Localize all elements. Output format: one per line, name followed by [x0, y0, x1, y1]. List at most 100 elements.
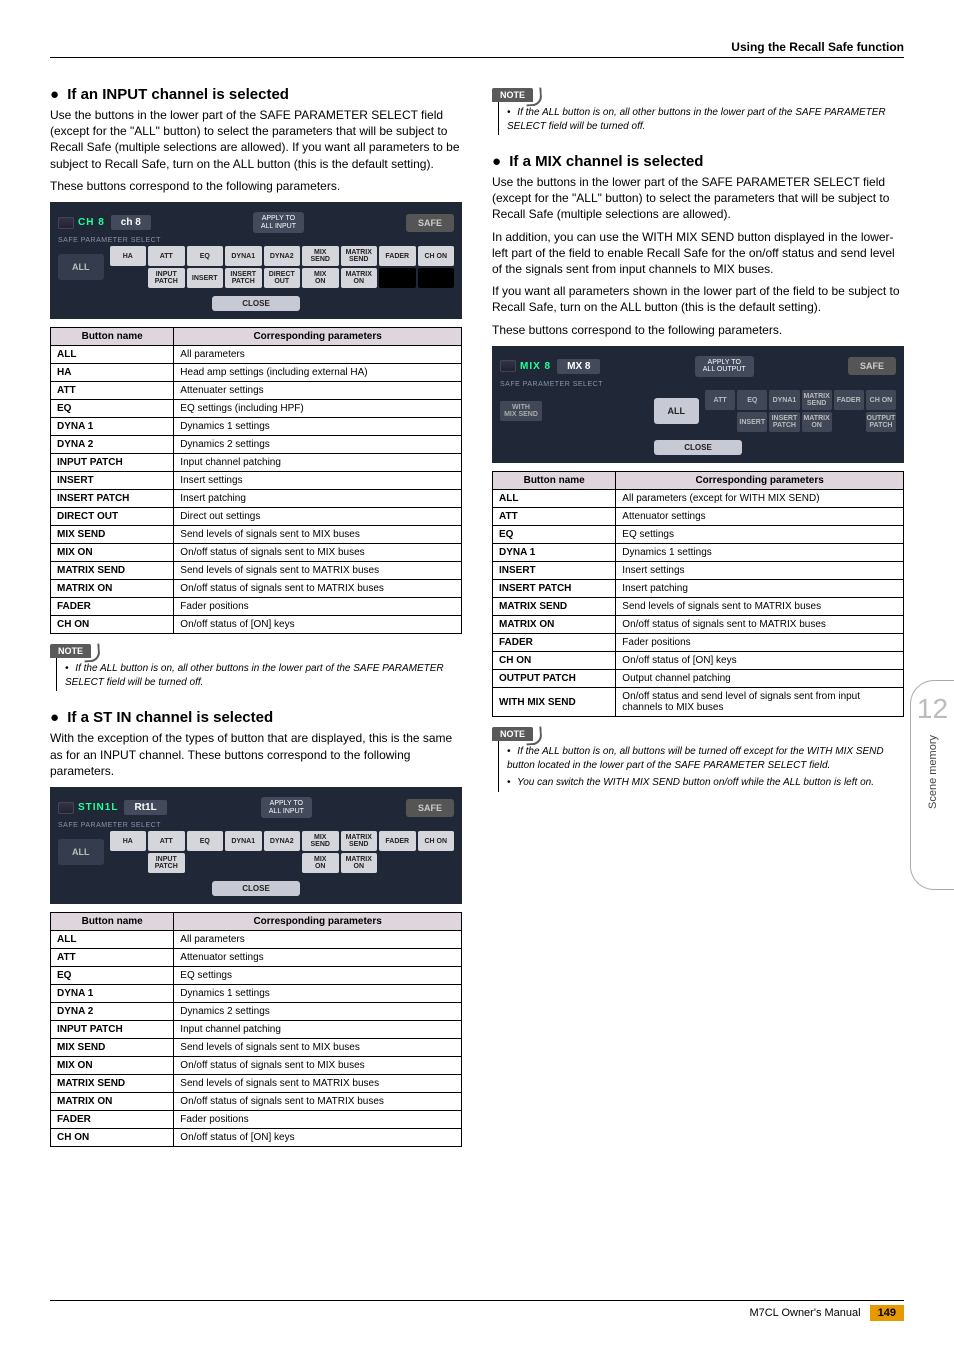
table-cell: INPUT PATCH [51, 454, 174, 472]
apply-to-all-input-button[interactable]: APPLY TO ALL INPUT [253, 212, 304, 233]
table-row: MATRIX ONOn/off status of signals sent t… [51, 580, 462, 598]
heading-mix: ● If a MIX channel is selected [492, 153, 904, 170]
param-button-dyna2[interactable]: DYNA2 [264, 831, 301, 851]
mix-para1: Use the buttons in the lower part of the… [492, 174, 904, 223]
table-cell: MIX SEND [51, 526, 174, 544]
bullet-icon: ● [492, 153, 501, 170]
table-cell: FADER [493, 634, 616, 652]
table-cell: INPUT PATCH [51, 1021, 174, 1039]
param-button-dyna1[interactable]: DYNA1 [769, 390, 799, 410]
table-cell: Send levels of signals sent to MATRIX bu… [174, 1075, 462, 1093]
with-mix-send-button[interactable]: WITH MIX SEND [500, 401, 542, 421]
param-button-empty [264, 853, 301, 873]
close-button[interactable]: CLOSE [654, 440, 742, 455]
panel-mix-chan: MIX 8 [500, 360, 551, 372]
param-button-fader[interactable]: FADER [379, 246, 416, 266]
param-button-insert-patch[interactable]: INSERT PATCH [769, 412, 799, 432]
param-button-ch-on[interactable]: CH ON [866, 390, 896, 410]
th-button-name: Button name [493, 472, 616, 490]
note-tag: NOTE [492, 727, 533, 741]
th-corresponding: Corresponding parameters [174, 328, 462, 346]
panel-stin-chan-text: STIN1L [78, 802, 118, 813]
table-stin: Button name Corresponding parameters ALL… [50, 912, 462, 1147]
param-button-ch-on[interactable]: CH ON [418, 246, 455, 266]
table-cell: On/off status of [ON] keys [174, 616, 462, 634]
table-input: Button name Corresponding parameters ALL… [50, 327, 462, 634]
table-row: DYNA 1Dynamics 1 settings [51, 985, 462, 1003]
param-button-matrix-send[interactable]: MATRIX SEND [341, 831, 378, 851]
bullet-icon: • [65, 663, 69, 674]
param-button-eq[interactable]: EQ [187, 831, 224, 851]
table-cell: ALL [51, 346, 174, 364]
note-input-body: • If the ALL button is on, all other but… [56, 658, 462, 691]
all-button[interactable]: ALL [654, 398, 700, 424]
param-button-direct-out[interactable]: DIRECT OUT [264, 268, 301, 288]
heading-input-text: If an INPUT channel is selected [67, 86, 289, 103]
table-cell: EQ settings [616, 526, 904, 544]
all-button[interactable]: ALL [58, 839, 104, 865]
param-button-eq[interactable]: EQ [187, 246, 224, 266]
note-mix: NOTE • If the ALL button is on, all butt… [492, 727, 904, 792]
all-button[interactable]: ALL [58, 254, 104, 280]
param-button-fader[interactable]: FADER [379, 831, 416, 851]
table-cell: CH ON [493, 652, 616, 670]
param-button-mix-on[interactable]: MIX ON [302, 853, 339, 873]
safe-button[interactable]: SAFE [848, 357, 896, 375]
th-button-name: Button name [51, 328, 174, 346]
param-button-mix-on[interactable]: MIX ON [302, 268, 339, 288]
param-button-matrix-send[interactable]: MATRIX SEND [802, 390, 832, 410]
table-cell: HA [51, 364, 174, 382]
right-column: NOTE • If the ALL button is on, all othe… [492, 78, 904, 1157]
panel-stin-row1: HA ATT EQ DYNA1 DYNA2 MIX SEND MATRIX SE… [110, 831, 455, 851]
table-cell: MATRIX SEND [51, 562, 174, 580]
param-button-ha[interactable]: HA [110, 831, 147, 851]
param-button-insert[interactable]: INSERT [737, 412, 767, 432]
param-button-insert[interactable]: INSERT [187, 268, 224, 288]
param-button-insert-patch[interactable]: INSERT PATCH [225, 268, 262, 288]
table-cell: MATRIX ON [51, 1093, 174, 1111]
apply-to-all-output-button[interactable]: APPLY TO ALL OUTPUT [695, 356, 754, 377]
table-cell: FADER [51, 1111, 174, 1129]
note-stin-text: If the ALL button is on, all other butto… [507, 107, 886, 132]
param-button-dyna1[interactable]: DYNA1 [225, 831, 262, 851]
table-row: MIX ONOn/off status of signals sent to M… [51, 1057, 462, 1075]
table-cell: ALL [493, 490, 616, 508]
param-button-dyna2[interactable]: DYNA2 [264, 246, 301, 266]
footer-manual: M7CL Owner's Manual [749, 1307, 860, 1319]
param-button-mix-send[interactable]: MIX SEND [302, 831, 339, 851]
param-button-matrix-on[interactable]: MATRIX ON [802, 412, 832, 432]
param-button-input-patch[interactable]: INPUT PATCH [148, 268, 185, 288]
close-button[interactable]: CLOSE [212, 296, 300, 311]
panel-stin: STIN1L Rt1L APPLY TO ALL INPUT SAFE SAFE… [50, 787, 462, 904]
param-button-dyna1[interactable]: DYNA1 [225, 246, 262, 266]
close-button[interactable]: CLOSE [212, 881, 300, 896]
table-cell: ATT [51, 382, 174, 400]
table-mix: Button name Corresponding parameters ALL… [492, 471, 904, 717]
apply-to-all-input-button[interactable]: APPLY TO ALL INPUT [261, 797, 312, 818]
param-button-att[interactable]: ATT [148, 831, 185, 851]
safe-button[interactable]: SAFE [406, 799, 454, 817]
param-button-matrix-send[interactable]: MATRIX SEND [341, 246, 378, 266]
page-header: Using the Recall Safe function [50, 40, 904, 58]
table-stin-body: ALLAll parametersATTAttenuator settingsE… [51, 931, 462, 1147]
table-cell: EQ settings (including HPF) [174, 400, 462, 418]
table-cell: Fader positions [174, 1111, 462, 1129]
table-row: MATRIX SENDSend levels of signals sent t… [493, 598, 904, 616]
param-button-mix-send[interactable]: MIX SEND [302, 246, 339, 266]
param-button-eq[interactable]: EQ [737, 390, 767, 410]
safe-button[interactable]: SAFE [406, 214, 454, 232]
param-button-output-patch[interactable]: OUTPUT PATCH [866, 412, 896, 432]
param-button-matrix-on[interactable]: MATRIX ON [341, 853, 378, 873]
param-button-fader[interactable]: FADER [834, 390, 864, 410]
table-cell: EQ [51, 400, 174, 418]
param-button-input-patch[interactable]: INPUT PATCH [148, 853, 185, 873]
param-button-att[interactable]: ATT [705, 390, 735, 410]
note-mix-text2: You can switch the WITH MIX SEND button … [517, 777, 874, 788]
table-row: INSERTInsert settings [51, 472, 462, 490]
param-button-matrix-on[interactable]: MATRIX ON [341, 268, 378, 288]
note-input: NOTE • If the ALL button is on, all othe… [50, 644, 462, 691]
chapter-tab: 12 Scene memory [910, 680, 954, 890]
param-button-ch-on[interactable]: CH ON [418, 831, 455, 851]
param-button-att[interactable]: ATT [148, 246, 185, 266]
param-button-ha[interactable]: HA [110, 246, 147, 266]
